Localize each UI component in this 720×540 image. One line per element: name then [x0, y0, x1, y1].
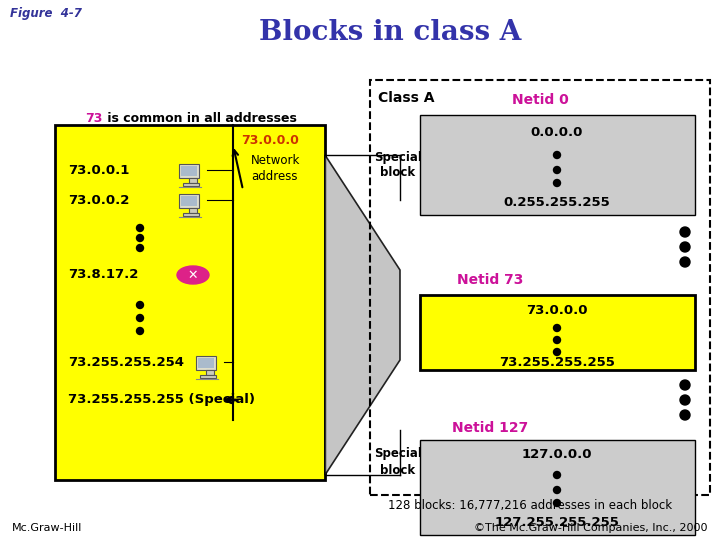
FancyBboxPatch shape [179, 164, 199, 178]
Circle shape [137, 314, 143, 321]
FancyBboxPatch shape [179, 194, 199, 208]
Text: Netid 73: Netid 73 [456, 273, 523, 287]
Text: 73.8.17.2: 73.8.17.2 [68, 268, 138, 281]
Text: Netid 0: Netid 0 [512, 93, 568, 107]
Text: 127.0.0.0: 127.0.0.0 [522, 449, 593, 462]
Text: 73.0.0.0: 73.0.0.0 [526, 303, 588, 316]
Text: Special
block: Special block [374, 448, 422, 476]
Text: Class A: Class A [378, 91, 434, 105]
Text: Netid 127: Netid 127 [452, 421, 528, 435]
Text: Network
address: Network address [251, 153, 300, 183]
FancyBboxPatch shape [206, 370, 214, 375]
Text: 127.255.255.255: 127.255.255.255 [495, 516, 619, 530]
Circle shape [554, 500, 560, 507]
Circle shape [554, 348, 560, 355]
Circle shape [554, 336, 560, 343]
Text: is common in all addresses: is common in all addresses [103, 111, 297, 125]
Text: Special
block: Special block [374, 151, 422, 179]
Circle shape [680, 395, 690, 405]
Circle shape [554, 471, 560, 478]
Circle shape [137, 225, 143, 232]
Ellipse shape [177, 266, 209, 284]
Text: ✕: ✕ [188, 268, 198, 281]
Circle shape [554, 487, 560, 494]
Text: 73.255.255.255: 73.255.255.255 [499, 356, 615, 369]
Text: ©The Mc.Graw-Hill Companies, Inc., 2000: ©The Mc.Graw-Hill Companies, Inc., 2000 [474, 523, 708, 533]
Text: 73: 73 [85, 111, 102, 125]
FancyBboxPatch shape [200, 375, 216, 378]
Bar [370, 80, 710, 495]
Circle shape [680, 410, 690, 420]
Circle shape [137, 301, 143, 308]
Text: 73.255.255.254: 73.255.255.254 [68, 355, 184, 368]
Text: Blocks in class A: Blocks in class A [258, 18, 521, 45]
Bar [55, 125, 325, 480]
Text: 73.0.0.2: 73.0.0.2 [68, 193, 130, 206]
Text: Figure  4-7: Figure 4-7 [10, 8, 82, 21]
Text: 0.0.0.0: 0.0.0.0 [531, 126, 583, 139]
Text: 0.255.255.255: 0.255.255.255 [503, 197, 611, 210]
FancyBboxPatch shape [181, 196, 197, 206]
Text: 73.0.0.0: 73.0.0.0 [241, 133, 299, 146]
Circle shape [137, 327, 143, 334]
Bar [420, 295, 695, 370]
Circle shape [554, 179, 560, 186]
Circle shape [680, 242, 690, 252]
Text: 73.255.255.255 (Special): 73.255.255.255 (Special) [68, 394, 255, 407]
FancyBboxPatch shape [181, 166, 197, 176]
FancyBboxPatch shape [198, 358, 214, 368]
Bar [420, 440, 695, 535]
FancyBboxPatch shape [189, 208, 197, 213]
FancyBboxPatch shape [183, 213, 199, 216]
Circle shape [554, 166, 560, 173]
FancyBboxPatch shape [196, 356, 216, 370]
Text: Mc.Graw-Hill: Mc.Graw-Hill [12, 523, 82, 533]
Circle shape [680, 257, 690, 267]
Circle shape [680, 227, 690, 237]
Circle shape [680, 380, 690, 390]
FancyBboxPatch shape [183, 183, 199, 186]
Bar [420, 115, 695, 215]
Polygon shape [325, 155, 400, 475]
FancyBboxPatch shape [189, 178, 197, 183]
Circle shape [554, 325, 560, 332]
Text: 128 blocks: 16,777,216 addresses in each block: 128 blocks: 16,777,216 addresses in each… [388, 500, 672, 512]
Circle shape [554, 152, 560, 159]
Circle shape [137, 245, 143, 252]
Circle shape [137, 234, 143, 241]
Text: 73.0.0.1: 73.0.0.1 [68, 164, 130, 177]
